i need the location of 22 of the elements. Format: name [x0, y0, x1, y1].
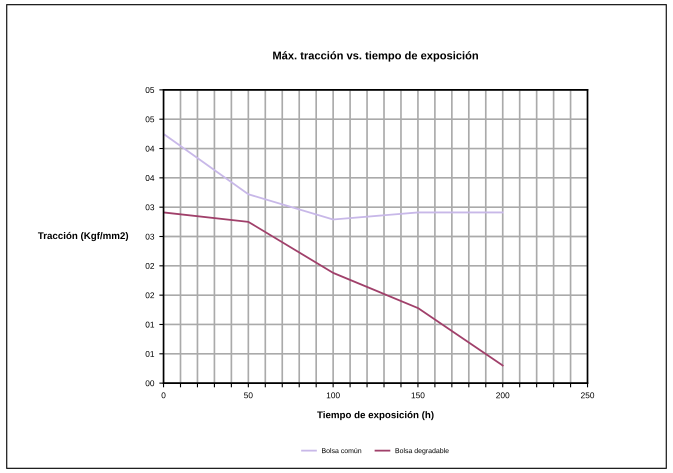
x-tick-label: 200 [496, 392, 510, 398]
y-tick-label: 03 [146, 234, 154, 240]
x-axis-title: Tiempo de exposición (h) [317, 411, 434, 420]
line-series [164, 212, 504, 366]
x-tick-label: 50 [244, 392, 253, 398]
y-tick-label: 05 [146, 87, 154, 93]
y-tick-label: 02 [146, 263, 154, 269]
y-tick-label: 01 [146, 351, 154, 357]
line-series [164, 132, 504, 220]
y-tick-label: 00 [146, 380, 154, 386]
y-tick-label: 04 [146, 146, 154, 152]
y-tick-label: 02 [146, 292, 154, 298]
x-tick-label: 100 [326, 392, 340, 398]
x-tick-label: 150 [412, 392, 425, 398]
y-tick-label: 05 [146, 116, 154, 122]
y-tick-label: 03 [146, 204, 154, 210]
chart-title: Máx. tracción vs. tiempo de exposición [273, 51, 478, 62]
x-tick-label: 0 [162, 392, 166, 398]
y-axis-title: Tracción (Kgf/mm2) [38, 232, 128, 242]
y-tick-label: 04 [146, 175, 154, 181]
x-tick-label: 250 [580, 392, 594, 398]
y-tick-label: 01 [146, 322, 154, 328]
